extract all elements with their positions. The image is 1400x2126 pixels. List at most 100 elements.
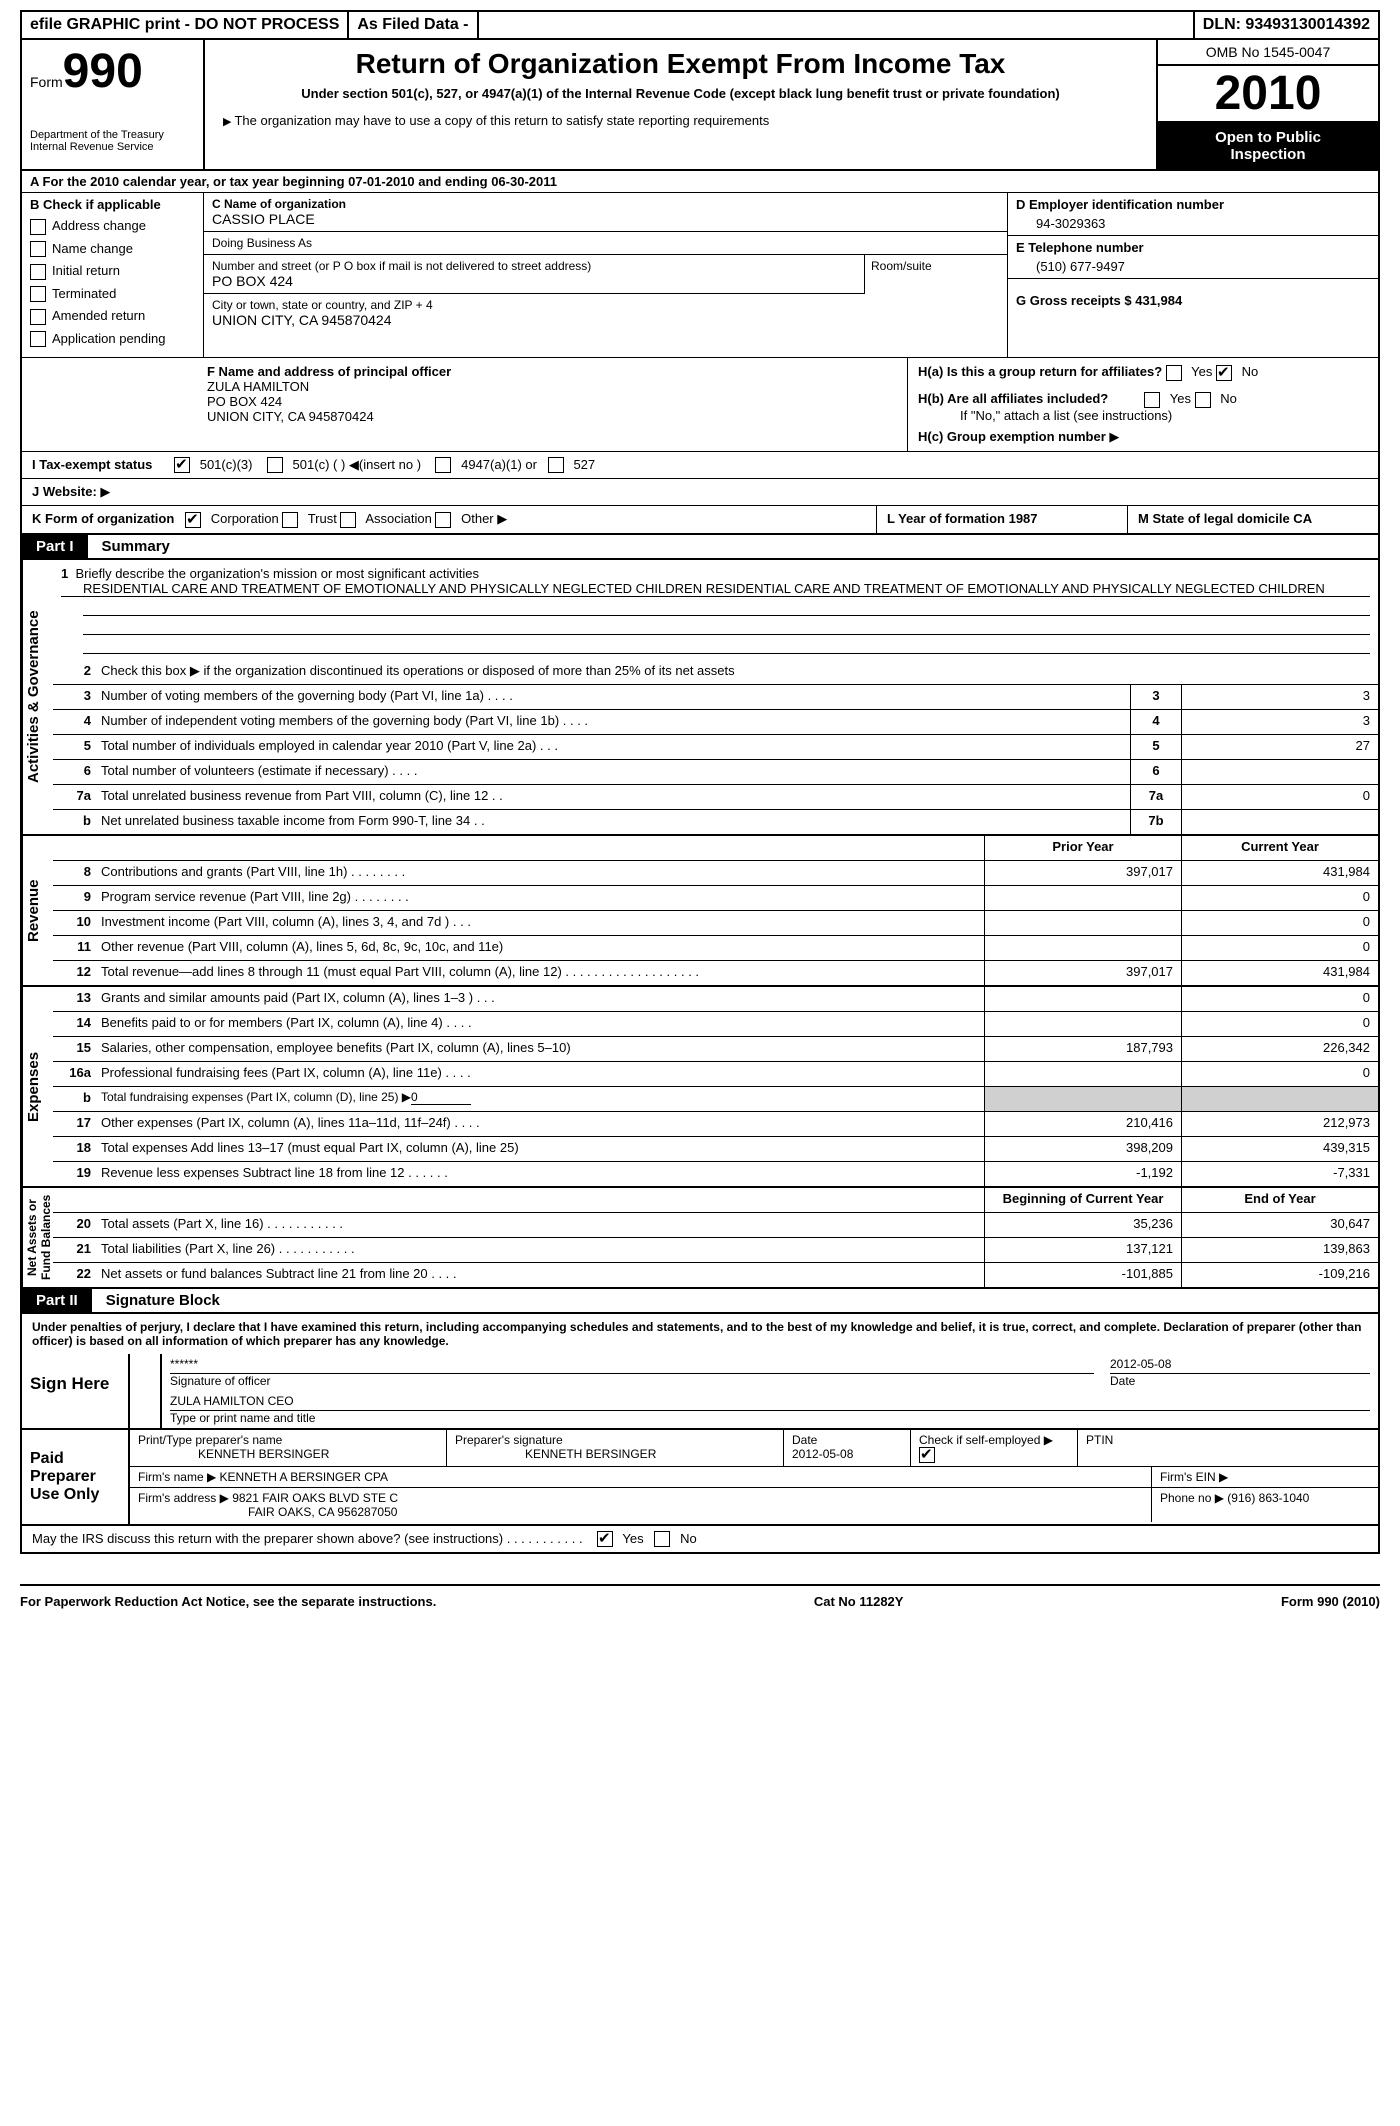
check-initial[interactable]: Initial return: [30, 263, 195, 280]
form-subtitle: Under section 501(c), 527, or 4947(a)(1)…: [213, 86, 1148, 101]
exp-body: 13Grants and similar amounts paid (Part …: [53, 987, 1378, 1186]
city-label: City or town, state or country, and ZIP …: [212, 298, 999, 312]
city-value: UNION CITY, CA 945870424: [212, 312, 999, 328]
header-center: Return of Organization Exempt From Incom…: [205, 40, 1156, 169]
part1-title: Summary: [88, 535, 184, 558]
line-1: 1 Briefly describe the organization's mi…: [53, 560, 1378, 660]
discuss-text: May the IRS discuss this return with the…: [32, 1531, 583, 1546]
firm-phone-label: Phone no ▶: [1160, 1491, 1224, 1505]
self-emp-check[interactable]: [919, 1447, 935, 1463]
row-klm: K Form of organization Corporation Trust…: [20, 506, 1380, 535]
check-pending[interactable]: Application pending: [30, 331, 195, 348]
efile-text: efile GRAPHIC print - DO NOT PROCESS: [22, 12, 349, 38]
ein-value: 94-3029363: [1016, 216, 1370, 231]
firm-addr2: FAIR OAKS, CA 956287050: [138, 1505, 1143, 1519]
section-b: B Check if applicable Address change Nam…: [22, 193, 204, 357]
k-assoc-check[interactable]: [340, 512, 356, 528]
gov-body: 1 Briefly describe the organization's mi…: [53, 560, 1378, 834]
firm-addr1: Firm's address ▶ 9821 FAIR OAKS BLVD STE…: [138, 1491, 1143, 1505]
form-note-text: The organization may have to use a copy …: [234, 113, 769, 128]
dba-cell: Doing Business As: [204, 232, 1007, 255]
sign-arrow2-icon: [130, 1391, 162, 1428]
section-bcdeg: B Check if applicable Address change Nam…: [20, 193, 1380, 358]
line-22: 22Net assets or fund balances Subtract l…: [53, 1263, 1378, 1287]
expenses-section: Expenses 13Grants and similar amounts pa…: [20, 987, 1380, 1188]
i-4947-check[interactable]: [435, 457, 451, 473]
section-b-title: B Check if applicable: [30, 197, 195, 212]
firm-phone-value: (916) 863-1040: [1227, 1491, 1309, 1505]
perjury-text: Under penalties of perjury, I declare th…: [20, 1314, 1380, 1354]
i-501c3-check[interactable]: [174, 457, 190, 473]
hb-yes-check[interactable]: [1144, 392, 1160, 408]
mission-blank1: [83, 597, 1370, 616]
dln-text: DLN: 93493130014392: [1195, 12, 1378, 38]
type-print-label: Type or print name and title: [170, 1411, 1370, 1425]
prep-date-label: Date: [792, 1433, 902, 1447]
part2-tab: Part II: [22, 1289, 92, 1312]
ha-no-check[interactable]: [1216, 365, 1232, 381]
open-line1: Open to Public: [1162, 129, 1374, 146]
rev-vert-label: Revenue: [22, 836, 53, 985]
check-name[interactable]: Name change: [30, 241, 195, 258]
governance-section: Activities & Governance 1 Briefly descri…: [20, 560, 1380, 836]
line-6: 6Total number of volunteers (estimate if…: [53, 760, 1378, 785]
prep-sig-value: KENNETH BERSINGER: [455, 1447, 775, 1461]
prep-date-value: 2012-05-08: [792, 1447, 902, 1461]
section-e: E Telephone number (510) 677-9497: [1008, 236, 1378, 279]
dept-text: Department of the Treasury: [30, 129, 195, 141]
hb-no-check[interactable]: [1195, 392, 1211, 408]
k-other-check[interactable]: [435, 512, 451, 528]
open-public: Open to Public Inspection: [1158, 123, 1378, 169]
officer-addr2: UNION CITY, CA 945870424: [207, 409, 897, 424]
line-19: 19Revenue less expenses Subtract line 18…: [53, 1162, 1378, 1186]
i-527-check[interactable]: [548, 457, 564, 473]
check-terminated[interactable]: Terminated: [30, 286, 195, 303]
k-trust-check[interactable]: [282, 512, 298, 528]
ein-label: D Employer identification number: [1016, 197, 1370, 212]
k-corp-check[interactable]: [185, 512, 201, 528]
prep-name-label: Print/Type preparer's name: [138, 1433, 438, 1447]
net-vert-label: Net Assets or Fund Balances: [22, 1188, 53, 1287]
officer-addr1: PO BOX 424: [207, 394, 897, 409]
sign-here-block: Sign Here ****** Signature of officer 20…: [20, 1354, 1380, 1430]
firm-name: Firm's name ▶ KENNETH A BERSINGER CPA: [130, 1467, 1152, 1487]
line1-label: Briefly describe the organization's miss…: [75, 566, 478, 581]
net-body: Beginning of Current Year End of Year 20…: [53, 1188, 1378, 1287]
room-label: Room/suite: [871, 259, 1001, 273]
omb-text: OMB No 1545-0047: [1158, 40, 1378, 66]
section-g: G Gross receipts $ 431,984: [1008, 279, 1378, 312]
part2-header: Part II Signature Block: [20, 1289, 1380, 1314]
officer-name: ZULA HAMILTON: [207, 379, 897, 394]
discuss-yes-check[interactable]: [597, 1531, 613, 1547]
row-k: K Form of organization Corporation Trust…: [22, 506, 876, 533]
line-5: 5Total number of individuals employed in…: [53, 735, 1378, 760]
org-name-label: C Name of organization: [212, 197, 999, 211]
room-cell: Room/suite: [864, 255, 1007, 294]
exp-vert-label: Expenses: [22, 987, 53, 1186]
net-header: Beginning of Current Year End of Year: [53, 1188, 1378, 1213]
discuss-no-check[interactable]: [654, 1531, 670, 1547]
i-501c-check[interactable]: [267, 457, 283, 473]
paid-preparer-label: Paid Preparer Use Only: [22, 1430, 130, 1524]
row-j: J Website: ▶: [20, 479, 1380, 506]
gov-vert-label: Activities & Governance: [22, 560, 53, 834]
revenue-section: Revenue Prior Year Current Year 8Contrib…: [20, 836, 1380, 987]
rev-header: Prior Year Current Year: [53, 836, 1378, 861]
line-20: 20Total assets (Part X, line 16) . . . .…: [53, 1213, 1378, 1238]
officer-label: F Name and address of principal officer: [207, 364, 897, 379]
prep-sig-label: Preparer's signature: [455, 1433, 775, 1447]
line-7b: bNet unrelated business taxable income f…: [53, 810, 1378, 834]
tax-year: 2010: [1158, 66, 1378, 123]
firm-ein-label: Firm's EIN ▶: [1152, 1467, 1378, 1487]
check-amended[interactable]: Amended return: [30, 308, 195, 325]
form-header: Form990 Department of the Treasury Inter…: [20, 40, 1380, 171]
netassets-section: Net Assets or Fund Balances Beginning of…: [20, 1188, 1380, 1289]
form-990-text: 990: [63, 45, 143, 98]
top-bar: efile GRAPHIC print - DO NOT PROCESS As …: [20, 10, 1380, 40]
row-i-label: I Tax-exempt status: [32, 457, 152, 472]
officer-name-title: ZULA HAMILTON CEO: [170, 1394, 1370, 1411]
ha-yes-check[interactable]: [1166, 365, 1182, 381]
section-c: C Name of organization CASSIO PLACE Doin…: [204, 193, 1007, 357]
footer-mid: Cat No 11282Y: [814, 1594, 904, 1609]
check-address[interactable]: Address change: [30, 218, 195, 235]
